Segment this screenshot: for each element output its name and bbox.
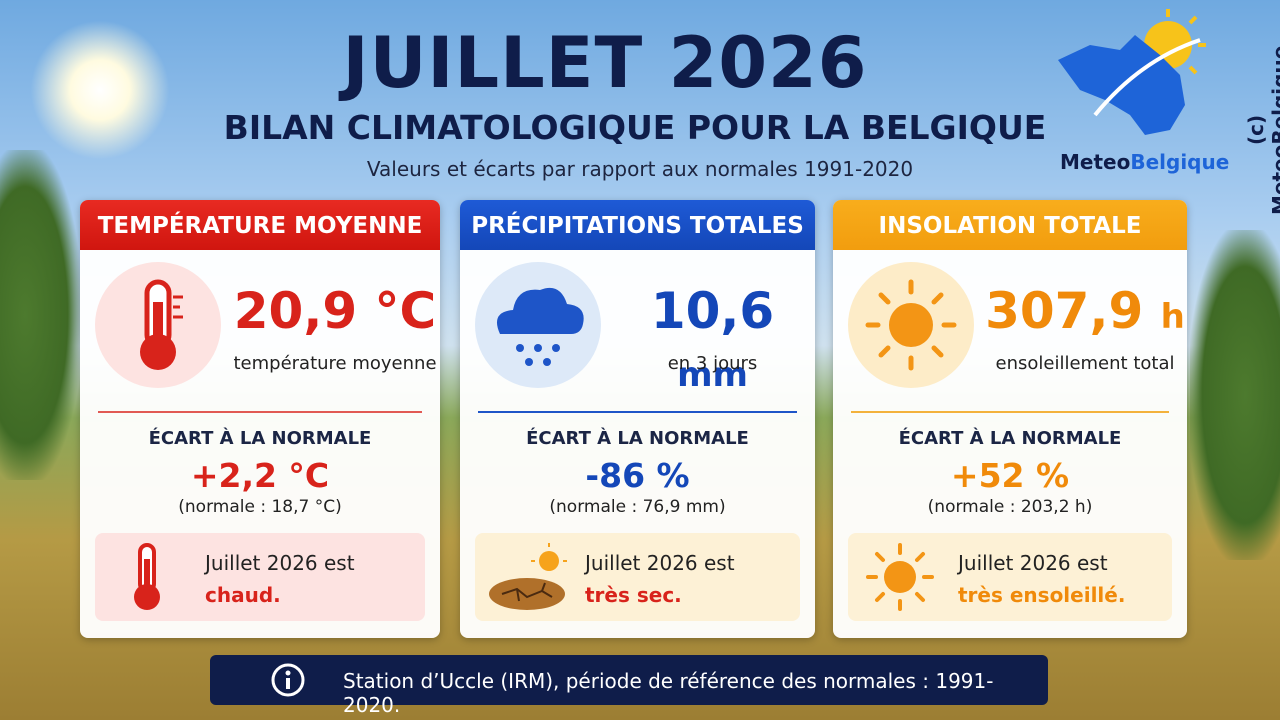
verdict-intro: Juillet 2026 est — [585, 551, 735, 575]
value-unit: mm — [677, 355, 748, 395]
value-label: température moyenne — [233, 353, 437, 374]
footer: Station d’Uccle (IRM), période de référe… — [210, 655, 1048, 717]
verdict-box: Juillet 2026 est chaud. — [95, 533, 425, 621]
logo-part: Meteo — [1060, 150, 1131, 174]
logo-text: MeteoBelgique — [1060, 150, 1229, 174]
caption: Valeurs et écarts par rapport aux normal… — [366, 157, 914, 181]
logo-part: Belgique — [1130, 150, 1230, 174]
value-label: ensoleillement total — [995, 353, 1175, 374]
card: INSOLATION TOTALE 307,9 h ensoleillement… — [833, 200, 1187, 638]
verdict: très sec. — [585, 583, 682, 607]
logo-icon — [1058, 9, 1206, 135]
value-unit: h — [1160, 297, 1185, 337]
deviation: +2,2 °C — [190, 456, 330, 495]
divider — [98, 411, 422, 413]
trees — [0, 150, 80, 480]
trees — [1190, 230, 1280, 560]
title: JUILLET 2026 — [342, 22, 868, 104]
value-unit: °C — [374, 282, 437, 340]
icon — [848, 262, 974, 388]
deviation-title: ÉCART À LA NORMALE — [898, 428, 1122, 449]
deviation: -86 % — [585, 456, 690, 495]
value: 307,9 h — [983, 282, 1187, 340]
footer-text: Station d’Uccle (IRM), période de référe… — [343, 669, 994, 717]
verdict-intro: Juillet 2026 est — [958, 551, 1108, 575]
value-label: en 3 jours — [667, 353, 758, 374]
verdict-box: Juillet 2026 est très ensoleillé. — [848, 533, 1172, 621]
deviation-title: ÉCART À LA NORMALE — [148, 428, 372, 449]
normal: (normale : 76,9 mm) — [549, 497, 726, 517]
value-number: 10,6 — [650, 282, 775, 340]
sun — [30, 20, 170, 160]
verdict-box: Juillet 2026 est très sec. — [475, 533, 800, 621]
copyright: (c) MeteoBelgique — [1244, 45, 1280, 215]
subtitle: BILAN CLIMATOLOGIQUE POUR LA BELGIQUE — [223, 108, 1047, 147]
value-number: 20,9 — [233, 282, 358, 340]
verdict: très ensoleillé. — [958, 583, 1126, 607]
value: 20,9 °C — [230, 282, 440, 340]
card-title: PRÉCIPITATIONS TOTALES — [460, 200, 815, 250]
deviation: +52 % — [950, 456, 1070, 495]
value: 10,6 mm — [610, 282, 815, 398]
normal: (normale : 18,7 °C) — [178, 497, 342, 517]
normal: (normale : 203,2 h) — [927, 497, 1093, 517]
divider — [478, 411, 797, 413]
icon — [475, 262, 601, 388]
card: TEMPÉRATURE MOYENNE 20,9 °C température … — [80, 200, 440, 638]
value-number: 307,9 — [985, 282, 1144, 340]
info-icon — [271, 663, 305, 697]
card-title: TEMPÉRATURE MOYENNE — [80, 200, 440, 250]
card-title: INSOLATION TOTALE — [833, 200, 1187, 250]
verdict: chaud. — [205, 583, 281, 607]
verdict-intro: Juillet 2026 est — [205, 551, 355, 575]
deviation-title: ÉCART À LA NORMALE — [526, 428, 749, 449]
icon — [95, 262, 221, 388]
card: PRÉCIPITATIONS TOTALES 10,6 mm en 3 jour… — [460, 200, 815, 638]
divider — [851, 411, 1169, 413]
